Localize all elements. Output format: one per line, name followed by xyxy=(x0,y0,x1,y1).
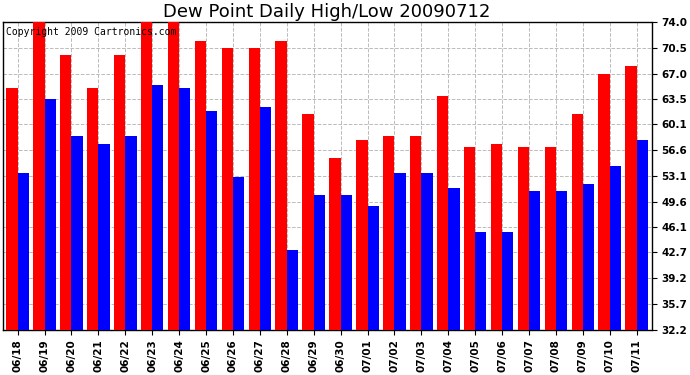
Bar xyxy=(195,41,206,375)
Bar xyxy=(60,56,72,375)
Bar xyxy=(625,66,637,375)
Bar xyxy=(248,48,260,375)
Bar xyxy=(152,85,164,375)
Bar xyxy=(99,144,110,375)
Bar xyxy=(168,19,179,375)
Bar xyxy=(6,88,17,375)
Bar xyxy=(287,250,298,375)
Bar xyxy=(395,173,406,375)
Bar xyxy=(502,232,513,375)
Bar xyxy=(206,111,217,375)
Bar xyxy=(33,19,44,375)
Bar xyxy=(275,41,287,375)
Bar xyxy=(302,114,314,375)
Bar xyxy=(610,166,621,375)
Bar xyxy=(448,188,460,375)
Bar xyxy=(114,56,126,375)
Bar xyxy=(233,177,244,375)
Bar xyxy=(17,173,29,375)
Bar xyxy=(44,99,56,375)
Bar xyxy=(529,191,540,375)
Bar xyxy=(87,88,99,375)
Bar xyxy=(368,206,379,375)
Bar xyxy=(637,140,648,375)
Bar xyxy=(221,48,233,375)
Bar xyxy=(179,88,190,375)
Bar xyxy=(341,195,352,375)
Bar xyxy=(422,173,433,375)
Bar xyxy=(544,147,556,375)
Bar xyxy=(72,136,83,375)
Bar xyxy=(356,140,368,375)
Bar xyxy=(314,195,325,375)
Bar xyxy=(410,136,422,375)
Title: Dew Point Daily High/Low 20090712: Dew Point Daily High/Low 20090712 xyxy=(164,3,491,21)
Bar xyxy=(518,147,529,375)
Bar xyxy=(260,107,271,375)
Bar xyxy=(141,19,152,375)
Bar xyxy=(383,136,395,375)
Bar xyxy=(556,191,567,375)
Bar xyxy=(329,158,341,375)
Bar xyxy=(491,144,502,375)
Bar xyxy=(598,74,610,375)
Bar xyxy=(126,136,137,375)
Bar xyxy=(475,232,486,375)
Bar xyxy=(464,147,475,375)
Bar xyxy=(583,184,594,375)
Bar xyxy=(571,114,583,375)
Bar xyxy=(437,96,448,375)
Text: Copyright 2009 Cartronics.com: Copyright 2009 Cartronics.com xyxy=(6,27,177,37)
